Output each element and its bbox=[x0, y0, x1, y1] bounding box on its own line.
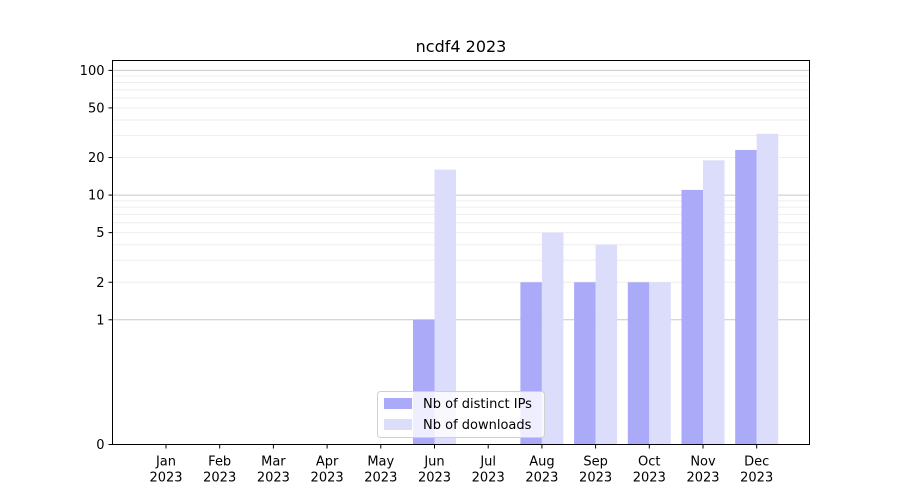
y-tick-label: 5 bbox=[96, 226, 104, 241]
x-tick-label: Apr 2023 bbox=[311, 455, 344, 486]
bar-distinct-ips bbox=[627, 282, 650, 445]
x-tick-label: Sep 2023 bbox=[579, 455, 612, 486]
y-tick-label: 1 bbox=[96, 313, 104, 328]
legend-label: Nb of downloads bbox=[423, 418, 532, 433]
y-tick-label: 0 bbox=[96, 438, 104, 453]
plot-frame bbox=[112, 60, 810, 445]
bar-distinct-ips bbox=[681, 189, 703, 445]
y-axis: 0 1 2 5 10 20 50 100 bbox=[80, 64, 113, 453]
legend-swatch bbox=[384, 398, 412, 409]
legend: Nb of distinct IPs Nb of downloads bbox=[377, 391, 545, 438]
bar-downloads bbox=[756, 133, 779, 445]
legend-box bbox=[377, 391, 545, 438]
x-axis: Jan 2023 Feb 2023 Mar 2023 Apr 2023 May 2023 Jun 20… bbox=[149, 444, 773, 486]
y-tick-label: 10 bbox=[88, 189, 105, 204]
chart-title: ncdf4 2023 bbox=[416, 37, 507, 56]
x-tick-label: Jan 2023 bbox=[149, 455, 182, 486]
x-tick-label: Nov 2023 bbox=[686, 455, 719, 486]
bar-distinct-ips bbox=[735, 149, 757, 445]
bar-downloads bbox=[649, 282, 671, 445]
x-tick-label: Jun 2023 bbox=[418, 455, 451, 486]
grid-lines bbox=[112, 69, 810, 321]
x-tick-label: May 2023 bbox=[364, 455, 397, 486]
x-tick-label: Aug 2023 bbox=[525, 455, 558, 486]
legend-label: Nb of distinct IPs bbox=[423, 397, 532, 412]
x-tick-label: Mar 2023 bbox=[257, 455, 290, 486]
x-tick-label: Feb 2023 bbox=[203, 455, 236, 486]
x-tick-label: Jul 2023 bbox=[472, 455, 505, 486]
y-tick-label: 50 bbox=[88, 101, 105, 116]
x-tick-label: Oct 2023 bbox=[633, 455, 666, 486]
bar-downloads bbox=[703, 160, 725, 445]
bar-downloads bbox=[434, 169, 456, 445]
bar-downloads bbox=[541, 232, 564, 445]
x-tick-label: Dec 2023 bbox=[740, 455, 773, 486]
bars bbox=[413, 133, 779, 445]
y-tick-label: 100 bbox=[80, 64, 105, 79]
y-tick-label: 20 bbox=[88, 151, 105, 166]
legend-swatch bbox=[384, 419, 412, 430]
bar-downloads bbox=[595, 244, 618, 445]
bar-distinct-ips bbox=[574, 282, 596, 445]
y-tick-label: 2 bbox=[96, 276, 104, 291]
